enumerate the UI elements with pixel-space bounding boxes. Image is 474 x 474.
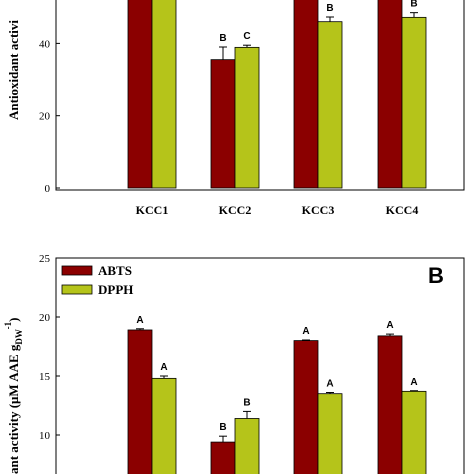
panel-b-significance-letter: A bbox=[136, 315, 143, 326]
panel-b-y-axis-label: ant activity (μM AAE gDW-1) bbox=[3, 318, 24, 474]
panel-b-letter: B bbox=[428, 263, 444, 288]
panel-a-bars: BCBBBB bbox=[127, 0, 427, 189]
legend-swatch-abts bbox=[61, 265, 93, 276]
panel-b-y-label-main: ant activity (μM AAE g bbox=[6, 344, 21, 474]
panel-b-significance-letter: A bbox=[410, 377, 417, 388]
panel-b: A A B B A A A A 10 15 20 25 B ABTS DPPH ant activi… bbox=[3, 253, 465, 474]
legend-label-abts: ABTS bbox=[98, 263, 132, 278]
panel-a-significance-letter: C bbox=[243, 31, 250, 42]
panel-a-significance-letter: B bbox=[410, 0, 417, 10]
panel-b-bar-abts-kcc3 bbox=[293, 340, 319, 474]
panel-a-y-axis-label: Antioxidant activi bbox=[6, 20, 21, 120]
panel-a-bar-dpph-kcc3 bbox=[317, 21, 343, 189]
panel-b-y-label-sup: -1 bbox=[3, 321, 13, 329]
panel-b-significance-letter: A bbox=[302, 326, 309, 337]
panel-b-bar-dpph-kcc1 bbox=[151, 377, 177, 474]
panel-b-significance-letter: A bbox=[386, 320, 393, 331]
panel-b-significance-letter: A bbox=[326, 379, 333, 390]
panel-a-ytick-label: 40 bbox=[39, 38, 51, 50]
panel-a-bar-dpph-kcc1 bbox=[151, 0, 177, 189]
panel-a-bar-abts-kcc3 bbox=[293, 0, 319, 189]
panel-b-bar-abts-kcc4 bbox=[377, 335, 403, 474]
panel-b-ytick-label: 25 bbox=[39, 253, 51, 265]
panel-b-y-ticks: 10 15 20 25 bbox=[39, 253, 60, 442]
panel-b-y-label-sub: DW bbox=[14, 329, 24, 344]
panel-a-category-label: KCC4 bbox=[386, 203, 419, 217]
panel-a-category-labels: KCC1 KCC2 KCC3 KCC4 bbox=[136, 203, 419, 217]
panel-a-bar-dpph-kcc4 bbox=[401, 16, 427, 189]
panel-a-bar-abts-kcc2 bbox=[210, 59, 236, 189]
panel-b-bar-abts-kcc2 bbox=[210, 441, 236, 474]
panel-b-bars: A A B B A A A A bbox=[127, 315, 427, 474]
panel-a-bar-abts-kcc4 bbox=[377, 0, 403, 189]
panel-b-significance-letter: A bbox=[160, 362, 167, 373]
panel-a-ytick-label: 20 bbox=[39, 111, 51, 123]
panel-a-y-ticks: 0 20 40 bbox=[39, 38, 60, 195]
panel-a-category-label: KCC1 bbox=[136, 203, 169, 217]
panel-a-frame bbox=[55, 0, 465, 191]
panel-a-significance-letter: B bbox=[326, 3, 333, 14]
panel-a-bar-dpph-kcc2 bbox=[234, 46, 260, 189]
panel-a-category-label: KCC2 bbox=[219, 203, 252, 217]
panel-b-frame bbox=[55, 257, 465, 474]
panel-b-significance-letter: B bbox=[243, 397, 250, 408]
panel-b-bar-dpph-kcc2 bbox=[234, 418, 260, 474]
panel-b-significance-letter: B bbox=[219, 422, 226, 433]
panel-b-bar-dpph-kcc4 bbox=[401, 390, 427, 474]
legend-label-dpph: DPPH bbox=[98, 282, 133, 297]
panel-b-ytick-label: 10 bbox=[39, 430, 51, 442]
panel-a-significance-letter: B bbox=[219, 33, 226, 44]
panel-b-bar-dpph-kcc3 bbox=[317, 393, 343, 474]
panel-b-bar-abts-kcc1 bbox=[127, 329, 153, 474]
panel-a-bar-abts-kcc1 bbox=[127, 0, 153, 189]
legend-swatch-dpph bbox=[61, 284, 93, 295]
legend: ABTS DPPH bbox=[61, 263, 133, 297]
panel-a-ytick-label: 0 bbox=[45, 183, 51, 195]
panel-b-ytick-label: 20 bbox=[39, 312, 51, 324]
panel-b-y-label-end: ) bbox=[6, 318, 21, 322]
panel-a-category-label: KCC3 bbox=[302, 203, 335, 217]
panel-b-ytick-label: 15 bbox=[39, 371, 51, 383]
